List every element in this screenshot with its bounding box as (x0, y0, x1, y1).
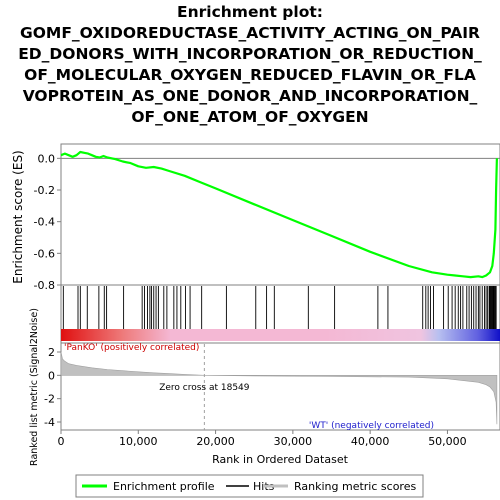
title-line-1: Enrichment plot: (177, 3, 323, 21)
positive-class-label: 'PanKO' (positively correlated) (64, 343, 199, 353)
es-panel: 0.0 -0.2 -0.4 -0.6 -0.8 (34, 143, 500, 292)
es-y-tick-label-0: 0.0 (38, 152, 56, 165)
x-axis-label: Rank in Ordered Dataset (212, 453, 349, 466)
x-tick-label-1: 10,000 (119, 435, 158, 448)
metric-panel-frame (60, 342, 500, 431)
es-y-tick-label-1: -0.2 (34, 184, 55, 197)
ranking-metric-area (60, 351, 498, 425)
title-line-2: GOMF_OXIDOREDUCTASE_ACTIVITY_ACTING_ON_P… (20, 24, 480, 42)
x-tick-label-3: 30,000 (274, 435, 313, 448)
metric-y-axis-label: Ranked list metric (Signal2Noise) (29, 308, 40, 466)
es-y-axis: 0.0 -0.2 -0.4 -0.6 -0.8 (34, 152, 61, 292)
metric-y-axis: 2 0 -2 -4 (44, 346, 61, 429)
legend-label-metric: Ranking metric scores (294, 480, 416, 493)
x-axis: 0 10,000 20,000 30,000 40,000 50,000 (58, 430, 467, 448)
title-line-5: VOPROTEIN_AS_ONE_DONOR_AND_INCORPORATION… (22, 87, 478, 105)
x-tick-label-5: 50,000 (428, 435, 467, 448)
hits-panel (60, 284, 500, 344)
ranking-colorbar (61, 329, 500, 341)
legend-label-enrichment: Enrichment profile (113, 480, 215, 493)
title-line-3: ED_DONORS_WITH_INCORPORATION_OR_REDUCTIO… (18, 45, 482, 63)
legend: Enrichment profile Hits Ranking metric s… (75, 474, 424, 498)
legend-box (75, 474, 424, 498)
enrichment-profile-line (60, 150, 498, 279)
es-y-tick-label-4: -0.8 (34, 279, 55, 292)
es-y-tick-label-2: -0.4 (34, 216, 55, 229)
title-line-4: OF_MOLECULAR_OXYGEN_REDUCED_FLAVIN_OR_FL… (24, 66, 476, 84)
es-y-tick-label-3: -0.6 (34, 247, 55, 260)
x-tick-label-4: 40,000 (351, 435, 390, 448)
title-line-6: OF_ONE_ATOM_OF_OXYGEN (131, 108, 369, 126)
es-y-axis-label: Enrichment score (ES) (11, 150, 25, 283)
metric-y-tick-label-0: 2 (48, 346, 55, 359)
x-tick-label-2: 20,000 (196, 435, 235, 448)
metric-y-tick-label-1: 0 (48, 369, 55, 382)
hit-markers (62, 286, 497, 329)
zero-cross-label: Zero cross at 18549 (159, 383, 250, 393)
negative-class-label: 'WT' (negatively correlated) (309, 421, 434, 431)
metric-panel: Zero cross at 18549 'PanKO' (positively … (44, 342, 500, 431)
x-tick-label-0: 0 (58, 435, 65, 448)
metric-y-tick-label-3: -4 (44, 416, 55, 429)
chart-title: Enrichment plot: GOMF_OXIDOREDUCTASE_ACT… (0, 2, 500, 128)
metric-y-tick-label-2: -2 (44, 393, 55, 406)
